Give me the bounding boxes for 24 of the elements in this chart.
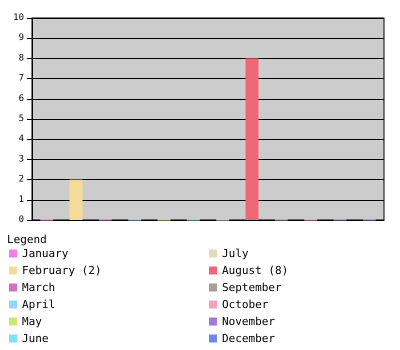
y-tick-label: 3 [18,154,24,164]
y-tick-label: 10 [13,13,24,23]
y-tick-label: 7 [18,74,24,84]
legend-label: September [222,281,282,294]
legend-label: November [222,315,276,328]
y-tick-label: 6 [18,94,24,104]
legend-label: June [22,332,48,345]
legend-label: July [222,247,249,260]
legend-label: December [222,332,276,345]
legend-label: April [22,298,56,311]
legend-title: Legend [7,233,47,246]
y-tick-label: 1 [18,194,24,205]
legend-label: October [222,298,269,311]
legend-label: January [22,247,69,260]
y-tick-label: 9 [18,33,24,44]
y-tick-label: 5 [18,114,24,124]
y-tick-label: 2 [18,174,24,185]
y-tick-label: 8 [18,53,24,64]
legend-label: August (8) [222,264,288,277]
legend-label: February (2) [22,264,102,277]
legend-label: March [22,281,56,294]
y-tick-label: 4 [18,134,24,144]
y-tick-label: 0 [18,215,24,225]
legend-label: May [22,315,42,328]
